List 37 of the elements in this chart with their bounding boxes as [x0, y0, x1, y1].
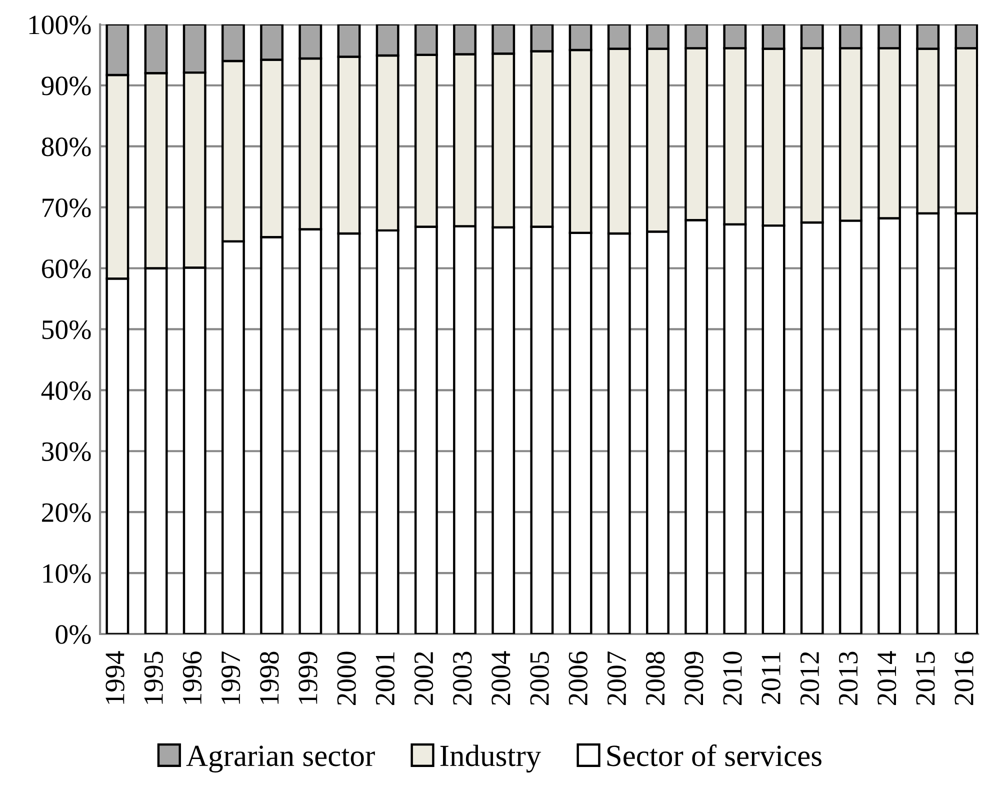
x-tick-label: 2001 — [376, 652, 395, 706]
y-tick-label: 70% — [42, 198, 91, 218]
x-tick-label: 2008 — [646, 652, 665, 706]
x-tick-label: 2006 — [568, 651, 588, 706]
x-tick-label: 2000 — [337, 652, 356, 706]
x-tick-label: 2004 — [492, 651, 510, 706]
y-tick-label: 50% — [42, 320, 91, 340]
legend-label: Industry — [440, 744, 542, 772]
x-tick-label: 2014 — [878, 651, 896, 706]
x-tick-label: 2013 — [838, 652, 858, 706]
y-tick-label: 0% — [56, 625, 91, 644]
x-tick-label: 1994 — [106, 651, 124, 704]
y-tick-label: 80% — [42, 137, 91, 156]
x-tick-label: 2012 — [800, 652, 820, 706]
x-tick-label: 1996 — [182, 651, 202, 704]
x-tick-label: 1998 — [260, 652, 279, 704]
x-tick-label: 2015 — [916, 652, 935, 706]
x-tick-label: 2016 — [954, 651, 974, 706]
x-tick-label: 2003 — [452, 652, 472, 706]
x-tick-label: 1997 — [221, 651, 240, 704]
x-tick-label: 2005 — [530, 652, 549, 706]
y-tick-label: 90% — [42, 76, 91, 96]
legend-label: Agrarian sector — [186, 746, 375, 772]
x-tick-label: 2011 — [762, 652, 780, 704]
x-tick-label: 1995 — [144, 652, 163, 704]
y-tick-label: 40% — [41, 381, 91, 400]
x-tick-label: 2010 — [723, 652, 742, 706]
y-tick-label: 20% — [42, 503, 91, 522]
y-tick-label: 60% — [42, 259, 91, 278]
x-tick-label: 2009 — [684, 652, 704, 706]
x-tick-label: 1999 — [298, 652, 318, 704]
y-tick-label: 100% — [29, 16, 91, 34]
x-tick-label: 2007 — [607, 651, 626, 706]
legend-label: Sector of services — [607, 744, 822, 766]
y-tick-label: 10% — [43, 564, 91, 584]
y-tick-label: 30% — [42, 442, 91, 462]
x-tick-label: 2002 — [414, 652, 434, 706]
